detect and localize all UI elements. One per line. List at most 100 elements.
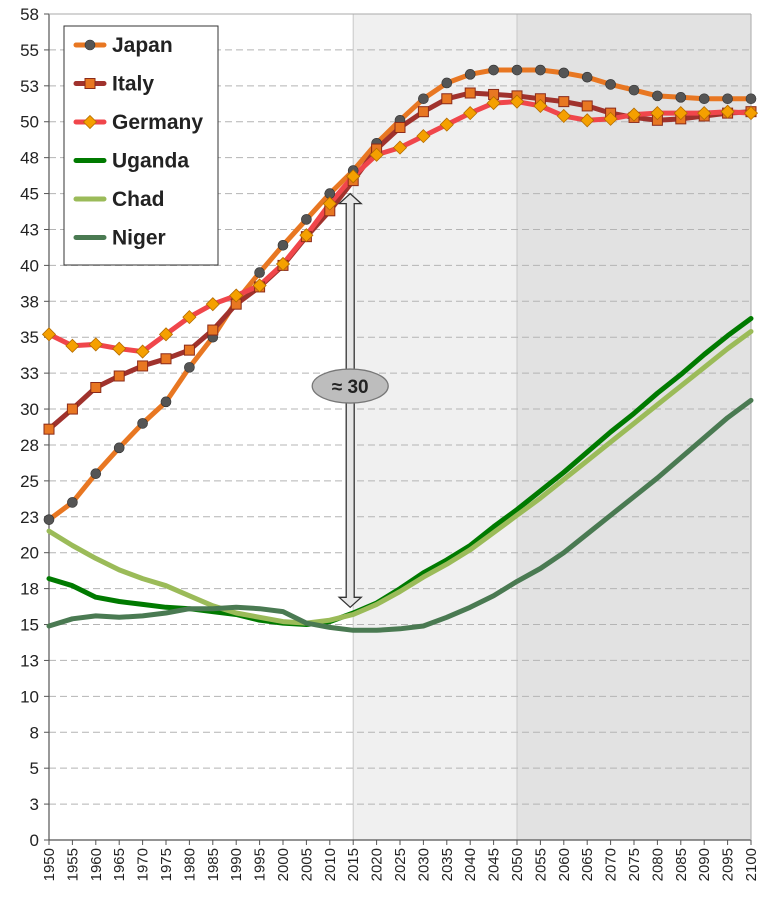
data-point-germany (65, 338, 80, 353)
y-tick-label: 48 (20, 149, 39, 168)
gap-label: ≈ 30 (332, 377, 369, 398)
data-point-japan (605, 79, 616, 90)
data-point-japan (722, 93, 733, 105)
data-point-japan (418, 93, 429, 105)
data-point-germany (697, 106, 712, 121)
data-point-germany (509, 94, 525, 109)
y-tick-label: 43 (20, 220, 39, 239)
data-point-italy (558, 96, 570, 108)
data-point-germany (673, 106, 688, 121)
data-point-germany (650, 106, 665, 121)
data-point-germany (369, 147, 384, 162)
legend-marker-italy (84, 78, 96, 89)
data-point-japan (113, 442, 125, 454)
y-tick-label: 58 (20, 5, 39, 24)
series-line-chad (46, 329, 754, 626)
data-point-germany (299, 228, 314, 243)
data-point-germany (252, 278, 267, 293)
data-point-germany (743, 106, 759, 121)
data-point-italy (43, 423, 55, 435)
x-tick-label: 1990 (228, 848, 245, 881)
data-point-germany (322, 196, 337, 211)
x-tick-label: 2005 (298, 848, 315, 881)
x-tick-label: 1980 (181, 848, 198, 881)
data-point-japan (254, 267, 265, 278)
x-tick-label: 2075 (626, 848, 643, 881)
projection-shading (352, 14, 751, 840)
legend-label-japan: Japan (112, 34, 173, 57)
x-tick-label: 1970 (135, 848, 152, 881)
data-point-japan (43, 514, 55, 525)
legend-box (63, 25, 219, 266)
y-tick-label: 35 (20, 328, 39, 347)
data-point-japan (301, 214, 312, 225)
y-tick-label: 10 (20, 687, 39, 706)
shaded-region-1 (517, 14, 751, 840)
x-tick-label: 2085 (673, 848, 690, 881)
data-point-japan (675, 92, 687, 103)
y-tick-label: 5 (30, 759, 39, 778)
x-tick-label: 2030 (415, 848, 432, 881)
shaded-region-0 (353, 14, 517, 840)
x-tick-label: 2020 (369, 848, 386, 881)
data-point-japan (745, 93, 757, 105)
data-point-germany (626, 107, 642, 122)
data-point-germany (112, 341, 127, 356)
data-point-germany (135, 344, 150, 359)
y-tick-label: 18 (20, 580, 39, 599)
data-point-germany (158, 327, 174, 342)
data-point-germany (463, 106, 478, 121)
y-tick-label: 23 (20, 508, 39, 527)
data-point-italy (581, 100, 593, 112)
data-point-italy (90, 381, 102, 393)
x-tick-label: 2000 (275, 848, 292, 881)
data-point-japan (535, 64, 546, 76)
data-point-germany (486, 95, 501, 111)
data-point-japan (160, 396, 172, 408)
y-tick-label: 55 (20, 41, 39, 60)
data-point-italy (417, 106, 429, 118)
x-tick-label: 2025 (392, 848, 409, 881)
x-tick-label: 2035 (439, 848, 456, 881)
data-point-japan (581, 71, 593, 83)
data-point-germany (346, 169, 361, 184)
x-tick-label: 2070 (603, 848, 620, 881)
x-tick-label: 1965 (111, 848, 128, 881)
x-tick-label: 2095 (720, 848, 737, 881)
x-tick-label: 2100 (743, 848, 760, 881)
y-tick-label: 38 (20, 292, 39, 311)
y-tick-label: 45 (20, 185, 39, 204)
series-line-niger (46, 397, 754, 633)
data-point-germany (556, 108, 571, 124)
data-point-germany (392, 140, 408, 155)
data-point-germany (603, 111, 618, 126)
x-tick-label: 2050 (509, 848, 526, 881)
x-tick-label: 2010 (322, 848, 339, 881)
data-point-italy (183, 344, 195, 356)
legend-marker-germany (82, 114, 98, 130)
x-tick-label: 2015 (345, 848, 362, 881)
y-tick-label: 20 (20, 544, 39, 563)
data-point-germany (416, 129, 431, 144)
data-point-japan (488, 64, 499, 76)
data-point-germany (439, 117, 454, 132)
x-tick-label: 2080 (649, 848, 666, 881)
y-tick-label: 3 (30, 795, 39, 814)
gap-annotation: ≈ 30 (311, 192, 389, 609)
data-point-germany (182, 310, 197, 325)
data-point-japan (652, 90, 663, 102)
legend-label-uganda: Uganda (112, 150, 189, 173)
data-point-japan (441, 77, 453, 89)
y-tick-label: 40 (20, 256, 39, 275)
data-point-germany (533, 98, 548, 114)
data-point-italy (441, 93, 453, 105)
data-point-italy (207, 324, 219, 336)
data-point-germany (229, 288, 244, 303)
data-point-japan (558, 67, 570, 79)
legend-label-chad: Chad (112, 188, 165, 211)
x-tick-label: 2090 (696, 848, 713, 881)
x-tick-label: 1955 (64, 848, 81, 881)
y-tick-label: 33 (20, 364, 39, 383)
x-tick-label: 2045 (486, 848, 503, 881)
